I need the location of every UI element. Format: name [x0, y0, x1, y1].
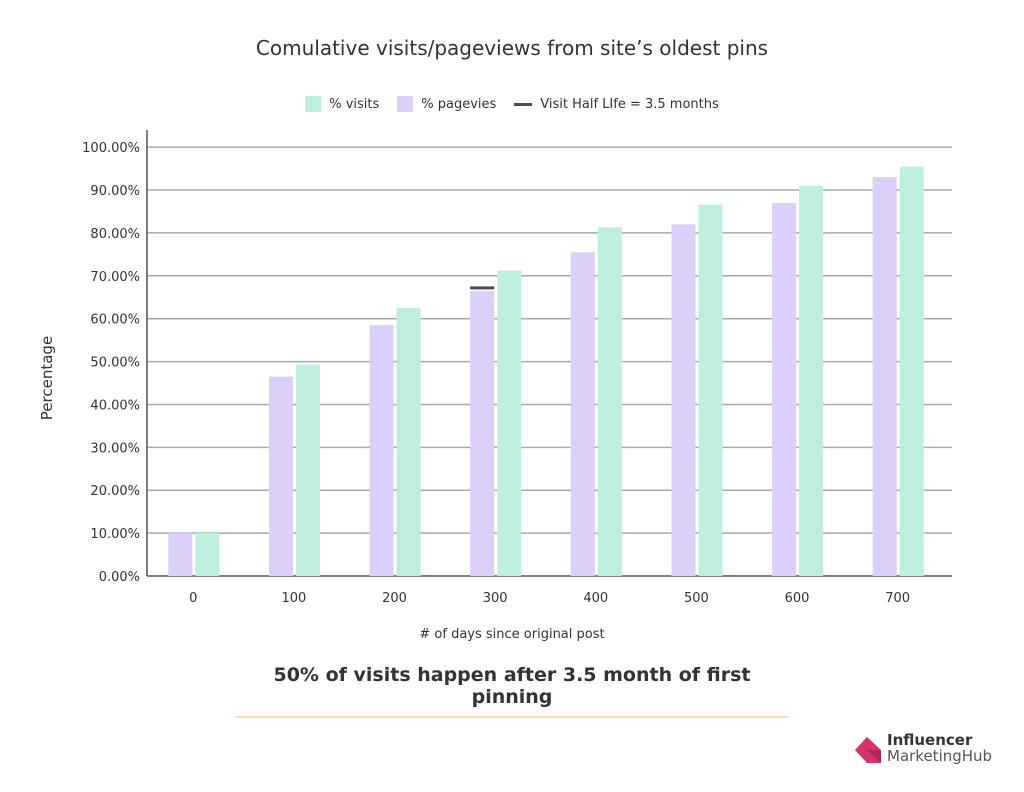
bar-visits-600: [799, 185, 824, 576]
bar-visits-300: [497, 270, 522, 576]
bar-visits-500: [698, 204, 723, 576]
x-tick-label: 500: [684, 591, 709, 606]
y-tick-label: 30.00%: [90, 441, 140, 456]
legend-item-visits: % visits: [305, 96, 379, 112]
bar-pagevies-700: [872, 177, 897, 576]
y-tick-label: 60.00%: [90, 313, 140, 328]
bar-visits-100: [295, 364, 320, 576]
x-axis-label: # of days since original post: [419, 627, 604, 642]
y-tick-label: 80.00%: [90, 227, 140, 242]
bar-pagevies-500: [671, 224, 696, 576]
bar-chart: Percentage # of days since original post…: [38, 130, 952, 642]
legend-line-half-life: [514, 102, 533, 106]
legend-swatch-pagevies: [397, 96, 414, 112]
bar-visits-0: [195, 533, 220, 576]
bar-pagevies-400: [570, 252, 595, 576]
legend: % visits % pagevies Visit Half LIfe = 3.…: [0, 96, 1024, 112]
y-tick-label: 0.00%: [99, 570, 140, 585]
x-tick-label: 600: [785, 591, 810, 606]
x-tick-label: 300: [483, 591, 508, 606]
y-tick-label: 20.00%: [90, 484, 140, 499]
x-tick-label: 200: [382, 591, 407, 606]
legend-label-visits: % visits: [329, 96, 380, 112]
logo-icon: [855, 736, 881, 763]
legend-item-half-life: Visit Half LIfe = 3.5 months: [514, 96, 719, 112]
x-tick-label: 0: [189, 591, 197, 606]
bar-visits-400: [597, 227, 622, 576]
bar-pagevies-0: [168, 533, 193, 576]
y-axis-label: Percentage: [38, 336, 56, 420]
logo-text-line2: MarketingHub: [887, 747, 993, 765]
x-tick-label: 400: [583, 591, 608, 606]
logo: Influencer MarketingHub: [853, 733, 992, 764]
legend-label-half-life: Visit Half LIfe = 3.5 months: [540, 96, 719, 112]
logo-text-line1: Influencer: [887, 731, 973, 749]
legend-label-pagevies: % pagevies: [421, 96, 497, 112]
footnote: 50% of visits happen after 3.5 month of …: [236, 664, 788, 718]
bar-pagevies-300: [470, 290, 495, 576]
bar-pagevies-100: [268, 376, 293, 576]
chart-title: Comulative visits/pageviews from site’s …: [255, 36, 769, 60]
y-tick-label: 70.00%: [90, 270, 140, 285]
x-tick-label: 700: [885, 591, 910, 606]
y-tick-label: 10.00%: [90, 527, 140, 542]
bar-visits-200: [396, 307, 421, 576]
y-tick-label: 90.00%: [90, 184, 140, 199]
y-tick-label: 100.00%: [82, 141, 140, 156]
x-tick-label: 100: [282, 591, 307, 606]
legend-swatch-visits: [305, 96, 322, 112]
legend-item-pagevies: % pagevies: [397, 96, 496, 112]
bar-visits-700: [899, 166, 924, 577]
y-tick-label: 50.00%: [90, 356, 140, 371]
bar-pagevies-600: [772, 202, 797, 576]
bar-pagevies-200: [369, 325, 394, 576]
y-tick-label: 40.00%: [90, 398, 140, 413]
